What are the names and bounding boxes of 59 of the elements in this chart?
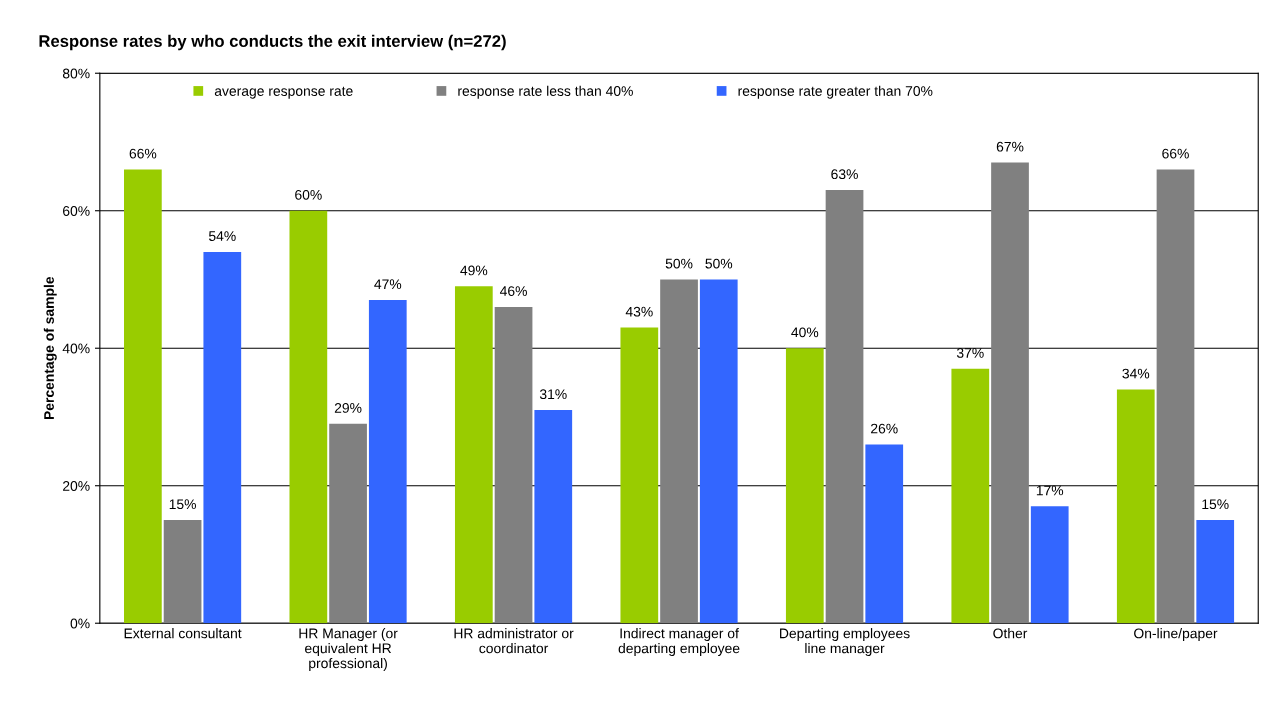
bar xyxy=(1030,506,1069,624)
data-label: 17% xyxy=(1036,485,1064,496)
bar xyxy=(1116,389,1155,624)
y-tick-label: 0% xyxy=(70,618,90,629)
data-label: 67% xyxy=(996,141,1024,152)
data-label: 31% xyxy=(539,389,567,400)
data-label: 26% xyxy=(871,423,898,434)
bar xyxy=(368,300,407,624)
data-label: 15% xyxy=(169,499,196,510)
data-label: 43% xyxy=(625,306,653,317)
data-label: 46% xyxy=(499,286,527,296)
data-label: 40% xyxy=(791,327,819,338)
data-label: 47% xyxy=(374,279,402,290)
x-tick-label: On-line/paper xyxy=(1134,628,1218,642)
bar xyxy=(289,210,328,624)
bar xyxy=(124,169,162,624)
y-axis-title: Percentage of sample xyxy=(43,276,57,420)
y-tick-label: 20% xyxy=(63,481,90,491)
data-label: 54% xyxy=(208,231,236,241)
bar xyxy=(454,286,493,624)
bar xyxy=(785,348,824,624)
data-label: 49% xyxy=(460,265,488,276)
data-label: 66% xyxy=(129,148,157,159)
x-tick-label: Other xyxy=(993,628,1028,639)
x-tick-label: HR Manager (or equivalent HR professional) xyxy=(299,628,398,671)
data-label: 29% xyxy=(334,403,362,413)
data-label: 34% xyxy=(1122,368,1150,379)
x-tick-label: Indirect manager of departing employee xyxy=(618,628,740,656)
bar xyxy=(825,190,864,624)
x-tick-label: Departing employees line manager xyxy=(780,628,910,656)
bar xyxy=(951,368,990,624)
bar xyxy=(699,279,738,624)
data-label: 37% xyxy=(956,348,984,358)
bar xyxy=(203,251,242,624)
bar xyxy=(534,410,573,624)
y-tick-label: 60% xyxy=(63,206,90,216)
legend-label: average response rate xyxy=(214,86,353,99)
legend-label: response rate greater than 70% xyxy=(738,85,933,99)
bar xyxy=(660,279,698,624)
data-label: 15% xyxy=(1202,499,1229,510)
data-label: 60% xyxy=(295,189,322,200)
bar xyxy=(329,423,367,624)
legend-label: response rate less than 40% xyxy=(458,85,633,99)
bar xyxy=(1196,520,1235,624)
bar xyxy=(494,306,533,624)
x-tick-label: External consultant xyxy=(124,628,242,639)
bar xyxy=(1156,169,1195,624)
bar xyxy=(620,327,659,624)
y-tick-label: 40% xyxy=(62,343,90,354)
y-tick-label: 80% xyxy=(62,68,90,79)
bar xyxy=(865,444,904,624)
data-label: 50% xyxy=(705,258,733,269)
data-label: 66% xyxy=(1162,148,1189,159)
data-label: 63% xyxy=(831,169,858,180)
x-tick-label: HR administrator or coordinator xyxy=(454,628,574,654)
chart-title: Response rates by who conducts the exit interview (n=272) xyxy=(39,34,506,51)
data-label: 50% xyxy=(665,258,693,269)
bar xyxy=(991,162,1029,624)
bar xyxy=(163,520,202,624)
